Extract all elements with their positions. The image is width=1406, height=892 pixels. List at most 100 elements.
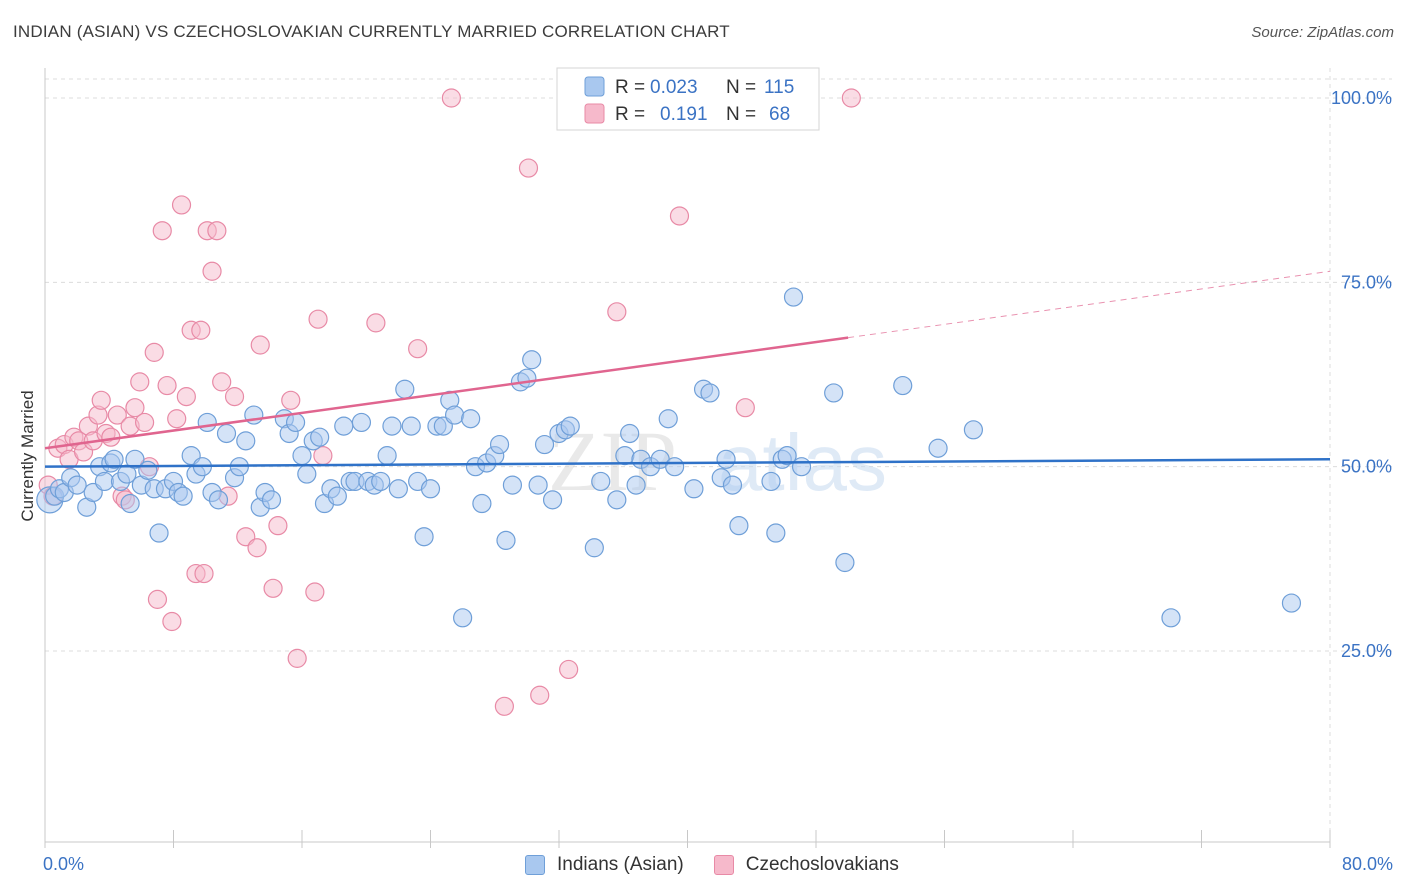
chart-title: INDIAN (ASIAN) VS CZECHOSLOVAKIAN CURREN… — [13, 22, 730, 41]
data-point — [308, 309, 328, 329]
data-point — [496, 530, 516, 551]
data-point — [522, 350, 542, 370]
data-point — [157, 375, 177, 396]
legend-swatch-blue — [584, 76, 605, 97]
y-tick-label: 75.0% — [1341, 272, 1392, 292]
data-point — [626, 475, 646, 495]
data-point — [963, 420, 984, 440]
data-point — [528, 475, 548, 495]
data-point — [783, 287, 804, 307]
data-point — [615, 446, 635, 466]
data-point — [530, 685, 550, 705]
data-point — [334, 416, 354, 436]
data-point — [658, 409, 678, 429]
data-point — [401, 416, 421, 436]
data-point — [472, 493, 492, 514]
data-point — [893, 375, 913, 396]
data-point — [420, 479, 441, 499]
data-point — [176, 387, 196, 407]
data-point — [351, 412, 372, 433]
data-point — [1161, 608, 1181, 628]
data-point — [305, 582, 325, 602]
series-legend: Indians (Asian) Czechoslovakians — [525, 852, 929, 878]
data-point — [584, 538, 604, 558]
data-point — [310, 427, 330, 447]
y-axis-label: Currently Married — [18, 390, 37, 521]
legend-r-label-2: R = — [615, 104, 645, 125]
trend-line-czechoslovakians-extension — [848, 270, 1331, 339]
data-point — [414, 527, 434, 547]
data-point — [125, 398, 145, 418]
tick-labels: 25.0% 50.0% 75.0% 100.0% 0.0% 80.0% — [43, 88, 1393, 874]
data-point — [247, 538, 267, 558]
y-tick-label: 100.0% — [1331, 88, 1392, 108]
data-point — [134, 412, 155, 433]
data-point — [216, 423, 237, 444]
data-point — [735, 398, 755, 418]
data-point — [824, 383, 844, 403]
legend-n-label-1: N = — [726, 77, 756, 98]
data-point — [777, 446, 797, 466]
data-point — [138, 460, 158, 480]
data-point — [208, 490, 229, 510]
legend-swatch-pink — [584, 103, 605, 124]
data-point — [502, 475, 523, 495]
legend-n-value-1: 115 — [764, 77, 794, 98]
data-point — [171, 195, 192, 215]
legend-r-value-2: 0.191 — [660, 104, 708, 125]
data-point — [444, 405, 465, 425]
data-point — [366, 313, 386, 333]
data-point — [1281, 593, 1302, 613]
data-point — [542, 490, 563, 510]
legend-n-value-2: 68 — [769, 104, 790, 125]
data-point — [382, 416, 402, 436]
legend-item-czechoslovakians[interactable]: Czechoslovakians — [713, 854, 899, 876]
data-point — [202, 261, 222, 281]
data-point — [67, 475, 87, 495]
data-point — [607, 490, 627, 510]
trend-lines — [44, 270, 1331, 468]
correlation-legend: R = 0.023 N = 115 R = 0.191 N = 68 — [556, 67, 820, 131]
legend-item-indians[interactable]: Indians (Asian) — [525, 854, 684, 876]
data-point — [716, 449, 736, 469]
legend-label-indians: Indians (Asian) — [557, 854, 684, 875]
data-point — [494, 696, 514, 716]
data-point — [173, 486, 193, 506]
data-point — [607, 302, 627, 322]
data-point — [327, 486, 347, 506]
data-point — [700, 383, 720, 403]
data-point — [144, 342, 164, 362]
data-point — [388, 479, 408, 499]
legend-r-label-1: R = — [615, 77, 645, 98]
data-point — [761, 471, 781, 492]
data-point — [91, 390, 111, 410]
x-tick-label: 80.0% — [1342, 854, 1393, 874]
data-point — [125, 449, 145, 469]
data-point — [441, 88, 461, 108]
data-point — [766, 523, 786, 543]
data-point — [281, 390, 301, 410]
data-point — [263, 578, 283, 598]
data-point — [560, 416, 580, 436]
data-point — [620, 423, 640, 444]
data-point — [489, 434, 510, 455]
axes — [44, 68, 1331, 848]
data-point — [167, 409, 187, 429]
data-point — [534, 434, 555, 455]
legend-n-label-2: N = — [726, 104, 756, 125]
trend-line-czechoslovakians — [44, 336, 849, 450]
data-point — [371, 471, 391, 492]
source-name[interactable]: ZipAtlas.com — [1307, 24, 1394, 41]
data-point — [207, 221, 227, 241]
y-tick-label: 50.0% — [1341, 457, 1392, 477]
data-point — [147, 589, 168, 609]
data-point — [559, 659, 579, 680]
data-point — [120, 493, 140, 514]
data-point — [250, 335, 270, 355]
trend-line-indians — [44, 458, 1331, 468]
data-point — [285, 412, 306, 433]
data-point — [292, 446, 312, 466]
data-point — [461, 409, 481, 429]
source-note: Source: ZipAtlas.com — [1251, 24, 1394, 41]
